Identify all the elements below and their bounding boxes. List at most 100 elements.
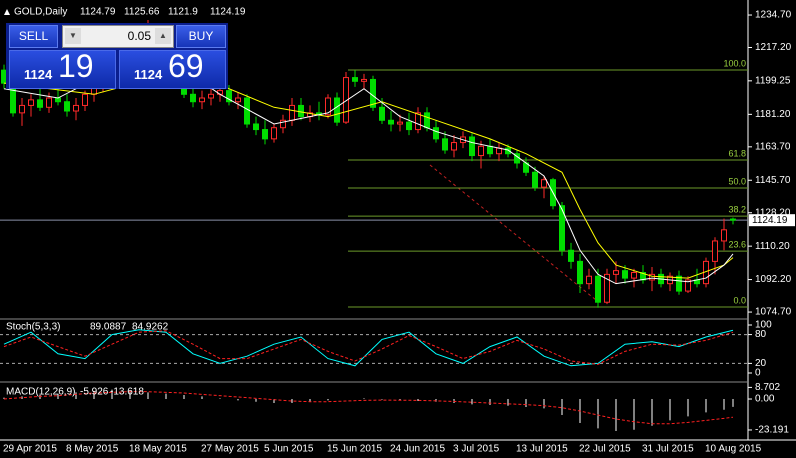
candle-body bbox=[505, 147, 511, 155]
candle-body bbox=[487, 145, 493, 155]
candle-body bbox=[298, 104, 304, 118]
y-tick-label: 1110.20 bbox=[755, 241, 790, 252]
candle-body bbox=[478, 145, 484, 157]
y-tick-label: 1163.70 bbox=[755, 141, 791, 152]
candle-body bbox=[604, 273, 610, 303]
sell-button[interactable]: SELL bbox=[9, 25, 58, 48]
stoch-main: 89.0887 bbox=[90, 322, 127, 333]
candle-body bbox=[82, 93, 88, 106]
x-tick-label: 27 May 2015 bbox=[201, 444, 259, 455]
fib-label: 100.0 bbox=[723, 58, 746, 68]
candle-body bbox=[235, 97, 241, 103]
fib-label: 23.6 bbox=[728, 240, 746, 250]
candle-body bbox=[613, 270, 619, 275]
x-tick-label: 24 Jun 2015 bbox=[390, 444, 445, 455]
candle-body bbox=[433, 127, 439, 140]
ask-box[interactable]: 1124 69 bbox=[119, 48, 226, 89]
candle-body bbox=[244, 97, 250, 125]
candle-body bbox=[325, 97, 331, 116]
y-tick-label: 1128.20 bbox=[755, 207, 791, 218]
candle-body bbox=[586, 275, 592, 285]
trend-line bbox=[429, 164, 597, 301]
candle-body bbox=[73, 104, 79, 112]
candle-body bbox=[226, 90, 232, 103]
y-tick-label: -23.191 bbox=[755, 425, 789, 436]
candle-body bbox=[64, 101, 70, 112]
candle-body bbox=[676, 275, 682, 292]
y-tick-label: 1217.20 bbox=[755, 42, 792, 53]
candle-body bbox=[352, 77, 358, 82]
candle-body bbox=[388, 119, 394, 125]
x-tick-label: 3 Jul 2015 bbox=[453, 444, 500, 455]
candle-body bbox=[28, 99, 34, 106]
lot-spinner[interactable]: ▼ 0.05 ▲ bbox=[62, 25, 174, 48]
candle-body bbox=[55, 97, 61, 103]
price-label-box bbox=[749, 214, 795, 227]
candle-body bbox=[622, 270, 628, 279]
y-tick-label: 0 bbox=[755, 368, 761, 379]
y-tick-label: 1092.20 bbox=[755, 274, 792, 285]
x-tick-label: 5 Jun 2015 bbox=[264, 444, 314, 455]
marks: 1234.70 1217.20 1199.25 1181.20 1163.70 1145.… bbox=[0, 10, 795, 455]
fib-label: 38.2 bbox=[728, 204, 746, 214]
candle-body bbox=[334, 97, 340, 123]
buy-button[interactable]: BUY bbox=[176, 25, 226, 48]
spin-down[interactable]: ▼ bbox=[65, 28, 81, 44]
candle-body bbox=[262, 129, 268, 140]
y-tick-label: 0.00 bbox=[755, 394, 775, 405]
candle-body bbox=[271, 127, 277, 140]
candle-body bbox=[451, 142, 457, 151]
bid-big: 1124 bbox=[24, 67, 53, 82]
x-tick-label: 31 Jul 2015 bbox=[642, 444, 694, 455]
candle-body bbox=[37, 99, 43, 108]
candle-body bbox=[532, 171, 538, 188]
y-tick-label: 20 bbox=[755, 358, 767, 369]
lot-value[interactable]: 0.05 bbox=[127, 29, 151, 43]
moving-average bbox=[3, 56, 734, 285]
trade-panel: SELL ▼ 0.05 ▲ BUY 1124 19 1124 69 bbox=[6, 23, 228, 89]
candle-body bbox=[208, 93, 214, 99]
stoch-signal: 84.9262 bbox=[132, 322, 169, 333]
candle-body bbox=[559, 205, 565, 251]
y-tick-label: 1074.70 bbox=[755, 307, 792, 318]
candle-body bbox=[343, 77, 349, 123]
spin-up[interactable]: ▲ bbox=[155, 28, 171, 44]
y-tick-label: 8.702 bbox=[755, 382, 780, 393]
bid-small: 19 bbox=[58, 48, 94, 84]
fib-label: 61.8 bbox=[728, 148, 746, 158]
candle-body bbox=[370, 78, 376, 108]
symbol-icon bbox=[4, 9, 10, 15]
ohlc-open: 1124.79 bbox=[80, 7, 116, 18]
ohlc-low: 1121.9 bbox=[168, 7, 198, 18]
candle-body bbox=[442, 138, 448, 151]
candle-body bbox=[361, 78, 367, 82]
y-tick-label: 1234.70 bbox=[755, 10, 792, 21]
candle-body bbox=[721, 229, 727, 242]
candle-body bbox=[424, 112, 430, 129]
x-tick-label: 18 May 2015 bbox=[129, 444, 187, 455]
macd-main: -5.926 bbox=[80, 387, 109, 398]
candle-body bbox=[280, 119, 286, 129]
candle-body bbox=[199, 97, 205, 103]
candle-body bbox=[568, 249, 574, 262]
candle-body bbox=[730, 218, 736, 221]
candle-body bbox=[712, 240, 718, 262]
x-tick-label: 22 Jul 2015 bbox=[579, 444, 631, 455]
ohlc-high: 1125.66 bbox=[124, 7, 160, 18]
y-tick-label: 100 bbox=[755, 320, 772, 331]
candle-body bbox=[595, 275, 601, 303]
moving-average bbox=[3, 69, 734, 279]
ask-big: 1124 bbox=[134, 67, 163, 82]
ask-small: 69 bbox=[168, 48, 204, 84]
candle-body bbox=[631, 272, 637, 279]
bid-box[interactable]: 1124 19 bbox=[9, 48, 116, 89]
ohlc-close: 1124.19 bbox=[210, 7, 246, 18]
x-tick-label: 10 Aug 2015 bbox=[705, 444, 762, 455]
x-tick-label: 13 Jul 2015 bbox=[516, 444, 568, 455]
candle-body bbox=[46, 97, 52, 108]
fib-label: 0.0 bbox=[733, 295, 746, 305]
stoch-line bbox=[3, 330, 734, 365]
candle-body bbox=[190, 93, 196, 103]
y-tick-label: 1181.20 bbox=[755, 109, 791, 120]
